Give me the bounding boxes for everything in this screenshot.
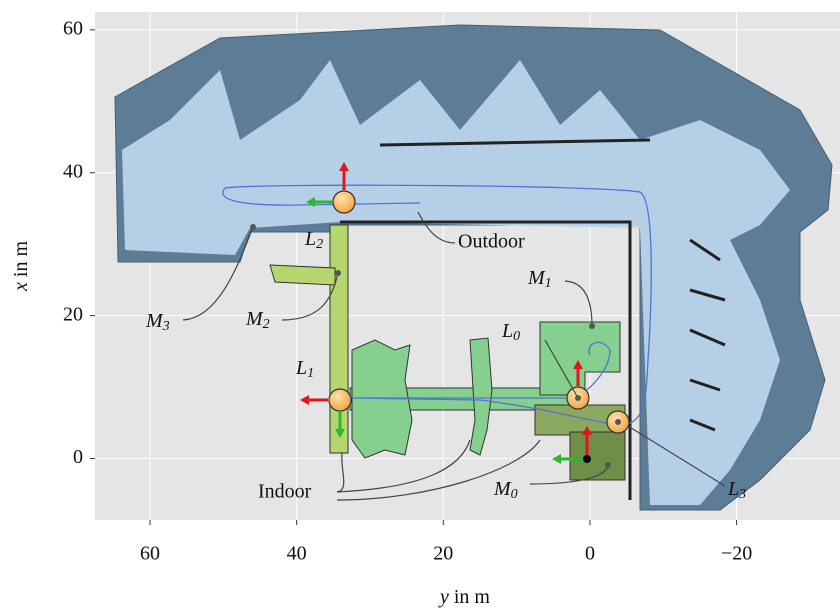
y-tick-label: 0	[73, 446, 83, 468]
x-tick-label: 40	[287, 543, 307, 565]
x-axis-label: y in m	[438, 586, 490, 608]
map-figure: Outdoor Indoor L2 L1 L0 L3 M1 M2 M3 M0 y…	[0, 0, 840, 615]
y-tick-label: 20	[63, 303, 83, 325]
y-tick-label: 60	[63, 17, 83, 39]
x-tick-label: 60	[140, 543, 160, 565]
indoor-label: Indoor	[258, 481, 312, 503]
x-tick-label: −20	[721, 543, 752, 565]
y-axis-label: x in m	[10, 241, 32, 292]
x-tick-label: 0	[585, 543, 595, 565]
outdoor-label: Outdoor	[458, 231, 525, 253]
y-tick-label: 40	[63, 160, 83, 182]
x-tick-label: 20	[433, 543, 453, 565]
